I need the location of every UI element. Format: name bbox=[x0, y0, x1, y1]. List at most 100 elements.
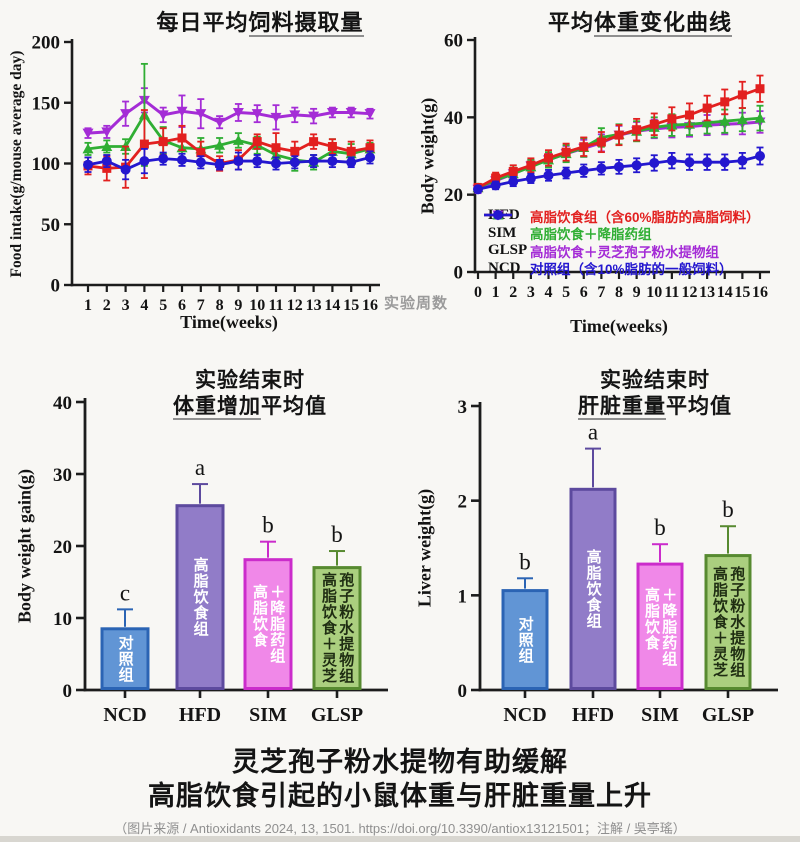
svg-text:3: 3 bbox=[458, 397, 468, 418]
bottom-strip bbox=[0, 836, 800, 842]
svg-text:40: 40 bbox=[53, 393, 72, 414]
bar-GLSP bbox=[704, 554, 752, 690]
bar-NCD bbox=[501, 589, 549, 691]
svg-text:SIM: SIM bbox=[249, 704, 287, 726]
food-intake-title-underlined: 饲料摄取量 bbox=[248, 10, 364, 37]
svg-text:c: c bbox=[120, 580, 130, 605]
svg-text:10: 10 bbox=[646, 284, 662, 301]
body-weight-legend: HFD 高脂饮食组（含60%脂肪的高脂饲料） SIM 高脂饮食＋降脂药组 GLSP 高脂饮… bbox=[482, 207, 760, 277]
bar-GLSP bbox=[312, 566, 362, 691]
svg-text:1: 1 bbox=[492, 284, 500, 301]
svg-text:0: 0 bbox=[63, 681, 73, 702]
svg-text:200: 200 bbox=[32, 33, 61, 54]
svg-text:NCD: NCD bbox=[103, 704, 146, 726]
legend-item-GLSP: GLSP 高脂饮食＋灵芝孢子粉水提物组 bbox=[482, 210, 760, 260]
svg-text:8: 8 bbox=[216, 297, 224, 314]
svg-text:9: 9 bbox=[234, 297, 242, 314]
weight-gain-title-rest: 平均值 bbox=[261, 394, 327, 418]
liver-weight-title: 实验结束时 肝脏重量平均值 bbox=[475, 368, 800, 420]
svg-text:40: 40 bbox=[444, 108, 463, 129]
bar-group-SIM: b bbox=[243, 513, 293, 690]
svg-text:14: 14 bbox=[717, 284, 733, 301]
legend-description: 高脂饮食＋灵芝孢子粉水提物组 bbox=[530, 244, 719, 260]
svg-text:11: 11 bbox=[664, 284, 679, 301]
svg-text:1: 1 bbox=[84, 297, 92, 314]
svg-text:13: 13 bbox=[699, 284, 715, 301]
food-intake-title: 每日平均饲料摄取量 bbox=[110, 10, 410, 37]
liver-weight-title-rest: 平均值 bbox=[666, 394, 732, 418]
bar-group-SIM: b bbox=[636, 515, 684, 691]
svg-text:SIM: SIM bbox=[641, 704, 679, 726]
body-weight-title-underlined: 体重变化曲线 bbox=[594, 10, 733, 37]
svg-text:GLSP: GLSP bbox=[702, 704, 754, 726]
liver-weight-title-line2: 肝脏重量平均值 bbox=[475, 394, 800, 420]
bar-SIM bbox=[243, 558, 293, 690]
svg-text:4: 4 bbox=[545, 284, 553, 301]
food-intake-title-prefix: 每日平均 bbox=[156, 10, 249, 35]
svg-text:HFD: HFD bbox=[179, 704, 221, 726]
svg-text:7: 7 bbox=[597, 284, 605, 301]
svg-text:b: b bbox=[519, 549, 531, 574]
body-weight-title: 平均体重变化曲线 bbox=[490, 10, 790, 37]
svg-text:4: 4 bbox=[140, 297, 148, 314]
liver-weight-title-underlined: 肝脏重量 bbox=[578, 394, 666, 420]
liver-weight-y-axis-label: Liver weight(g) bbox=[414, 488, 435, 608]
svg-text:12: 12 bbox=[682, 284, 698, 301]
weight-gain-title-underlined: 体重增加 bbox=[173, 394, 261, 420]
body-weight-y-axis-label: Body weight(g) bbox=[417, 97, 438, 215]
legend-description: 对照组（含10%脂肪的一般饲料） bbox=[530, 262, 733, 278]
weight-gain-chart-panel: 实验结束时 体重增加平均值 Body weight gain(g) 0 10 20 3… bbox=[10, 356, 410, 736]
svg-text:15: 15 bbox=[343, 297, 359, 314]
body-weight-x-axis-label: Time(weeks) bbox=[570, 316, 668, 336]
svg-text:b: b bbox=[654, 515, 666, 540]
legend-item-NCD: NCD 对照组（含10%脂肪的一般饲料） bbox=[482, 210, 760, 278]
svg-text:b: b bbox=[722, 497, 734, 522]
svg-text:16: 16 bbox=[752, 284, 768, 301]
bar-HFD bbox=[569, 487, 617, 690]
bar-group-HFD: a bbox=[569, 420, 617, 690]
svg-text:20: 20 bbox=[444, 185, 463, 206]
svg-text:0: 0 bbox=[458, 681, 468, 702]
weeks-side-note: 实验周数 bbox=[384, 295, 449, 312]
svg-text:13: 13 bbox=[306, 297, 322, 314]
svg-text:6: 6 bbox=[178, 297, 186, 314]
svg-text:15: 15 bbox=[734, 284, 750, 301]
svg-text:b: b bbox=[262, 513, 274, 538]
svg-text:12: 12 bbox=[287, 297, 303, 314]
svg-text:7: 7 bbox=[197, 297, 205, 314]
svg-text:a: a bbox=[195, 455, 205, 480]
weight-gain-plot: 0 10 20 30 40 NCD HFD SIM GLSP c a b b bbox=[53, 393, 388, 726]
caption-line-1: 灵芝孢子粉水提物有助缓解 bbox=[232, 747, 568, 777]
svg-text:0: 0 bbox=[51, 276, 61, 297]
legend-item-HFD: HFD 高脂饮食组（含60%脂肪的高脂饲料） bbox=[482, 207, 760, 225]
svg-text:16: 16 bbox=[362, 297, 378, 314]
svg-text:NCD: NCD bbox=[503, 704, 546, 726]
svg-text:2: 2 bbox=[509, 284, 517, 301]
svg-text:8: 8 bbox=[615, 284, 623, 301]
food-intake-x-axis-label: Time(weeks) bbox=[180, 312, 278, 332]
svg-text:1: 1 bbox=[458, 586, 468, 607]
liver-weight-plot: 0 1 2 3 NCD HFD SIM GLSP b a b b bbox=[458, 397, 778, 726]
food-intake-chart-panel: 每日平均饲料摄取量 Food intake(g/mouse average da… bbox=[0, 0, 400, 352]
figure-caption: 灵芝孢子粉水提物有助缓解 高脂饮食引起的小鼠体重与肝脏重量上升 bbox=[0, 746, 800, 814]
svg-text:50: 50 bbox=[41, 215, 60, 236]
bar-group-GLSP: b bbox=[704, 497, 752, 690]
bar-HFD bbox=[175, 504, 225, 690]
legend-code: GLSP bbox=[488, 242, 528, 259]
svg-text:b: b bbox=[331, 522, 343, 547]
svg-text:11: 11 bbox=[268, 297, 283, 314]
svg-text:5: 5 bbox=[159, 297, 167, 314]
weight-gain-y-axis-label: Body weight gain(g) bbox=[14, 468, 35, 624]
body-weight-chart-panel: 平均体重变化曲线 Body weight(g) 0 20 40 60 0 1 2 3 4 5 6 7 8… bbox=[384, 0, 800, 352]
legend-code: NCD bbox=[488, 259, 521, 276]
bar-group-NCD: c bbox=[100, 580, 150, 690]
svg-text:9: 9 bbox=[633, 284, 641, 301]
bar-SIM bbox=[636, 562, 684, 691]
series-GLSP bbox=[82, 87, 376, 139]
bar-NCD bbox=[100, 627, 150, 690]
legend-item-SIM: SIM 高脂饮食＋降脂药组 bbox=[482, 209, 760, 242]
